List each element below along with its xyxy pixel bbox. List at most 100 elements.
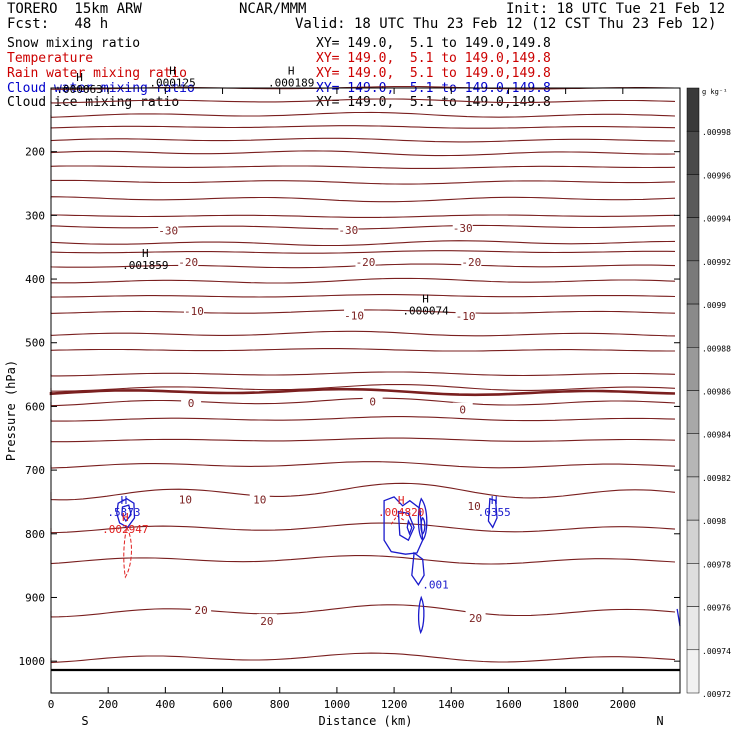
temperature-isotherm (50, 416, 676, 422)
temp-label-bg (191, 603, 212, 616)
cloud-water-contour (420, 516, 426, 535)
colorbar-swatch (686, 390, 700, 434)
extremum-value: .5373 (107, 506, 140, 519)
temperature-isotherm (50, 240, 676, 247)
x-tick-label: 800 (270, 698, 290, 711)
temperature-isotherm (50, 214, 676, 218)
colorbar-label: .00994 (702, 215, 731, 224)
x-tick-label: 0 (48, 698, 55, 711)
colorbar-swatch (686, 649, 700, 694)
colorbar-label: .0098 (702, 517, 726, 526)
temperature-isotherm (50, 277, 676, 284)
y-tick-label: 400 (25, 273, 45, 286)
colorbar-swatch (686, 563, 700, 607)
temp-label-bg (183, 303, 204, 316)
temp-label-bg (464, 498, 485, 511)
y-axis-label: Pressure (hPa) (4, 360, 18, 461)
cloud-water-contour (411, 551, 425, 586)
temperature-isotherm (50, 383, 676, 392)
colorbar-unit: g kg⁻¹ (702, 88, 727, 96)
temperature-label: -20 (178, 256, 198, 269)
field-name-rain: Rain water mixing ratio (7, 66, 188, 81)
temperature-isotherm (50, 125, 676, 129)
temperature-isotherm (50, 111, 676, 118)
colorbar-label: .00988 (702, 344, 731, 353)
temperature-isotherm (50, 371, 676, 377)
colorbar-label: .00978 (702, 560, 731, 569)
x-tick-label: 400 (155, 698, 175, 711)
temp-label-bg (158, 223, 179, 236)
cloud-water-contours (116, 496, 681, 635)
temperature-isotherm (50, 250, 676, 254)
extremum-value: .000125 (149, 77, 195, 90)
extremum-value: .000063 (56, 83, 102, 96)
extremum-marker: H (422, 293, 429, 306)
extremum-marker: H (169, 65, 176, 78)
colorbar-label: .00992 (702, 258, 731, 267)
y-tick-label: 300 (25, 209, 45, 222)
temperature-isotherm (50, 224, 676, 230)
x-tick-label: 1800 (552, 698, 579, 711)
colorbar-swatch (686, 519, 700, 564)
colorbar-label: .00996 (702, 171, 731, 180)
north-label: N (656, 714, 663, 728)
temperature-label: -30 (453, 222, 473, 235)
temperature-isotherm (50, 555, 676, 565)
cloud-water-contour (487, 497, 498, 529)
extremum-value: .000189 (268, 77, 314, 90)
x-tick-label: 1400 (438, 698, 465, 711)
temperature-isotherm (50, 437, 676, 443)
temp-label-bg (256, 614, 277, 627)
temp-label-bg (452, 221, 473, 234)
cloud-water-contour (121, 504, 132, 523)
init-time: Init: 18 UTC Tue 21 Feb 12 (506, 1, 726, 17)
temperature-label: 20 (194, 604, 207, 617)
extremum-marker: H (288, 65, 295, 78)
colorbar-label: .00982 (702, 474, 731, 483)
x-tick-label: 2000 (610, 698, 637, 711)
temp-label-bg (249, 492, 270, 505)
temperature-label: 20 (260, 615, 273, 628)
rain-contour (390, 515, 406, 525)
temperature-isotherm (50, 482, 676, 501)
temperature-label: 10 (468, 500, 481, 513)
temperature-isotherm (50, 150, 676, 157)
cloud-water-contour (417, 595, 425, 635)
rain-contours (123, 515, 406, 579)
colorbar-swatch (686, 217, 700, 262)
temperature-label: -10 (456, 310, 476, 323)
colorbar-label: .00998 (702, 128, 731, 137)
center-label: NCAR/MMM (239, 1, 307, 17)
extremum-value: .002947 (102, 523, 148, 536)
x-tick-label: 200 (98, 698, 118, 711)
temperature-label: 10 (253, 493, 266, 506)
y-tick-label: 500 (25, 337, 45, 350)
temperature-label: 0 (188, 397, 195, 410)
temp-label-bg (178, 254, 199, 267)
contour-labels: -30 -30 -30 -20 -20 -20 -10 -10 -10 0 0 0 10 10 10 20 20… (56, 65, 510, 628)
temperature-label: 10 (179, 493, 192, 506)
extremum-value: .000074 (402, 305, 449, 318)
extremum-value: .0355 (478, 506, 511, 519)
field-name-cloud-ice: Cloud ice mixing ratio (7, 95, 180, 110)
temperature-label: 20 (469, 612, 482, 625)
temperature-label: -10 (184, 305, 204, 318)
temperature-contours (49, 86, 676, 664)
extremum-value: .001859 (122, 259, 168, 272)
temperature-isotherm (50, 397, 676, 407)
cloud-water-contour (116, 498, 136, 529)
colorbar-swatch (686, 174, 700, 218)
y-tick-label: 1000 (19, 655, 46, 668)
colorbar-label: .00986 (702, 388, 731, 397)
extremum-marker: H (398, 494, 405, 507)
colorbar: .00998 .00996 .00994 .00992 .0099 .00988 .0098… (686, 87, 731, 699)
extremum-marker: H (121, 494, 128, 507)
y-tick-label: 900 (25, 591, 45, 604)
field-name-snow: Snow mixing ratio (7, 36, 141, 51)
colorbar-swatch (686, 260, 700, 305)
y-tick-label: 600 (25, 400, 45, 413)
field-name-temperature: Temperature (7, 51, 94, 66)
field-xy-rain: XY= 149.0, 5.1 to 149.0,149.8 (316, 66, 551, 81)
y-tick-label: 700 (25, 464, 45, 477)
temp-label-bg (461, 254, 482, 267)
